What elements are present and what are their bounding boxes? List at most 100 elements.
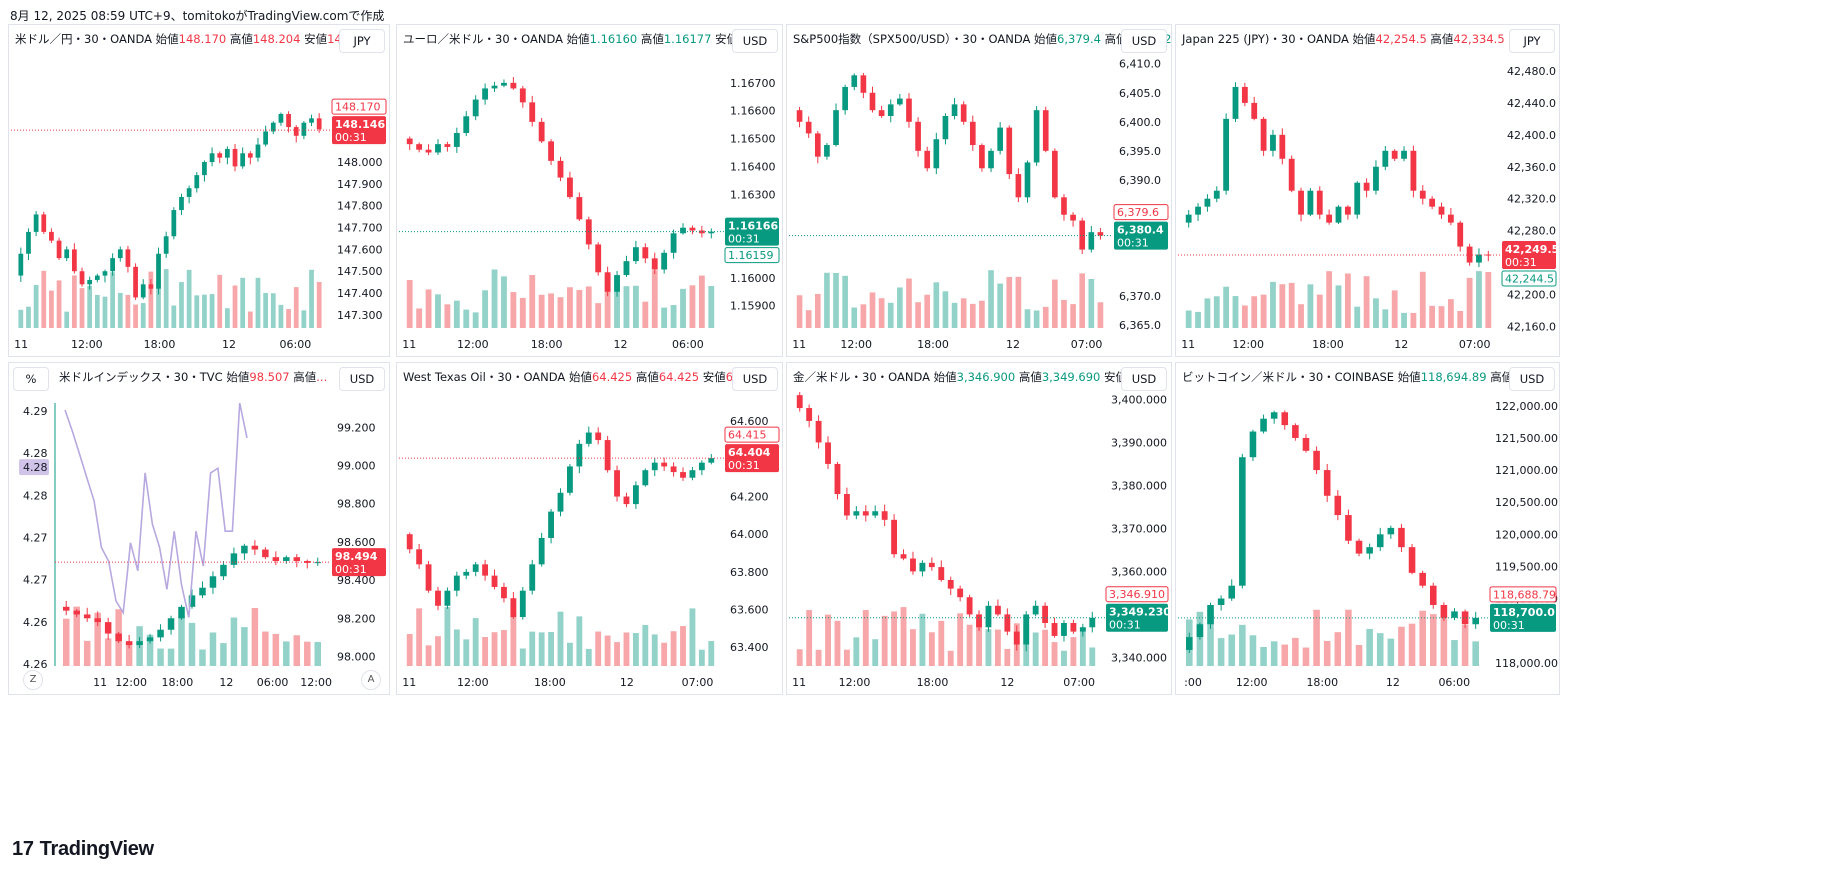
candle-body [293, 557, 301, 561]
x-tick-label: 12:00 [115, 676, 147, 689]
symbol-name: West Texas Oil・30・OANDA [403, 370, 569, 384]
candle-body [1438, 206, 1445, 215]
volume-bar [985, 629, 992, 666]
candle-body [171, 210, 177, 237]
y-tick-label: 3,340.000 [1111, 651, 1167, 664]
percent-scale-button[interactable]: % [13, 367, 49, 391]
candle-body [33, 214, 39, 232]
zoom-reset-button[interactable]: Z [23, 670, 43, 690]
volume-bar [1382, 309, 1389, 328]
y-tick-label: 64.000 [730, 528, 769, 541]
volume-bar [1217, 638, 1225, 666]
candle-body [833, 110, 839, 146]
candle-body [188, 595, 196, 607]
panel-btcusd: 122,000.00 121,500.00 121,000.00 120,500.00… [1175, 362, 1560, 695]
currency-button[interactable]: USD [1121, 367, 1167, 391]
candle-body [604, 272, 611, 292]
volume-bar [247, 311, 253, 328]
candle-body [1419, 572, 1426, 586]
currency-button[interactable]: USD [339, 367, 385, 391]
volume-bar [988, 270, 994, 328]
panel-dxy: 99.200 99.000 98.800 98.600 98.400 98.200 98.0… [8, 362, 390, 695]
tradingview-logo[interactable]: 17 TradingView [12, 838, 154, 861]
volume-bar [125, 641, 133, 666]
candle-body [156, 253, 161, 289]
candle-body [1391, 150, 1398, 159]
candle-body [614, 275, 620, 292]
y-tick-label: 64.200 [730, 491, 769, 504]
volume-bar [872, 639, 879, 666]
candle-body [1313, 450, 1320, 471]
volume-bar [1024, 309, 1031, 328]
volume-bar [548, 631, 554, 666]
volume-bar [416, 608, 423, 666]
currency-button[interactable]: USD [1121, 29, 1167, 53]
volume-bar [87, 285, 93, 328]
candle-body [444, 590, 451, 606]
volume-bar [1061, 650, 1067, 666]
volume-bar [891, 611, 898, 666]
panel-eurusd: 1.167001.166001.165001.164001.163001.162… [396, 24, 783, 357]
open-label: 始値 [1034, 32, 1058, 46]
candle-body [869, 92, 876, 111]
volume-bar [969, 303, 976, 328]
y-tick-label: 98.800 [337, 498, 376, 511]
volume-bar [708, 641, 715, 666]
volume-bar [199, 649, 206, 666]
candle-body [110, 258, 115, 272]
currency-button[interactable]: USD [732, 367, 778, 391]
volume-bar [942, 291, 949, 328]
volume-bar [178, 616, 185, 666]
candle-body [148, 284, 154, 289]
candle-body [1070, 623, 1077, 632]
volume-bar [698, 275, 705, 328]
candle-body [453, 575, 460, 591]
candle-body [463, 571, 470, 576]
candle-body [661, 252, 668, 270]
candle-body [1387, 527, 1395, 535]
candle-body [1241, 86, 1248, 103]
volume-bar [444, 304, 451, 328]
candle-body [519, 590, 526, 618]
high-value: ... [316, 370, 328, 384]
panel-title: 米ドルインデックス・30・TVC 始値98.507 高値... [59, 369, 327, 385]
volume-bar [557, 611, 564, 666]
y-tick-label: 6,390.0 [1119, 174, 1161, 187]
candle-body [576, 197, 583, 220]
last-price-label: 118,700.01 [1493, 606, 1559, 619]
ref-price-box [1113, 204, 1169, 221]
candle-body [102, 271, 108, 276]
x-tick-label: 12 [222, 338, 236, 351]
volume-bar [529, 631, 536, 666]
candle-body [860, 75, 867, 93]
currency-button[interactable]: USD [1509, 367, 1555, 391]
volume-bar [1472, 641, 1479, 666]
candle-body [906, 98, 912, 122]
auto-scale-button[interactable]: A [361, 670, 381, 690]
currency-button[interactable]: JPY [1509, 29, 1555, 53]
volume-bar [1228, 634, 1236, 666]
candle-body [1232, 86, 1239, 119]
volume-bar [1302, 647, 1310, 666]
volume-bar [878, 298, 885, 328]
volume-bar [1239, 624, 1246, 666]
volume-bar [1185, 310, 1192, 328]
volume-bar [1260, 647, 1267, 666]
volume-bar [623, 286, 630, 328]
candle-body [133, 266, 138, 298]
y-tick-label: 121,000.00 [1495, 464, 1558, 477]
ref-price-box [1489, 586, 1557, 603]
candle-body [1302, 437, 1310, 451]
currency-button[interactable]: USD [732, 29, 778, 53]
currency-button[interactable]: JPY [339, 29, 385, 53]
candle-body [843, 494, 850, 516]
volume-bar [286, 309, 291, 328]
candle-body [614, 470, 620, 497]
volume-bar [1326, 271, 1333, 328]
candle-body [163, 236, 169, 254]
ref-price-label: 118,688.79 [1493, 588, 1556, 601]
candle-body [1307, 190, 1314, 215]
volume-bar [1461, 625, 1469, 666]
candle-body [994, 605, 1001, 615]
volume-bar [425, 289, 432, 328]
